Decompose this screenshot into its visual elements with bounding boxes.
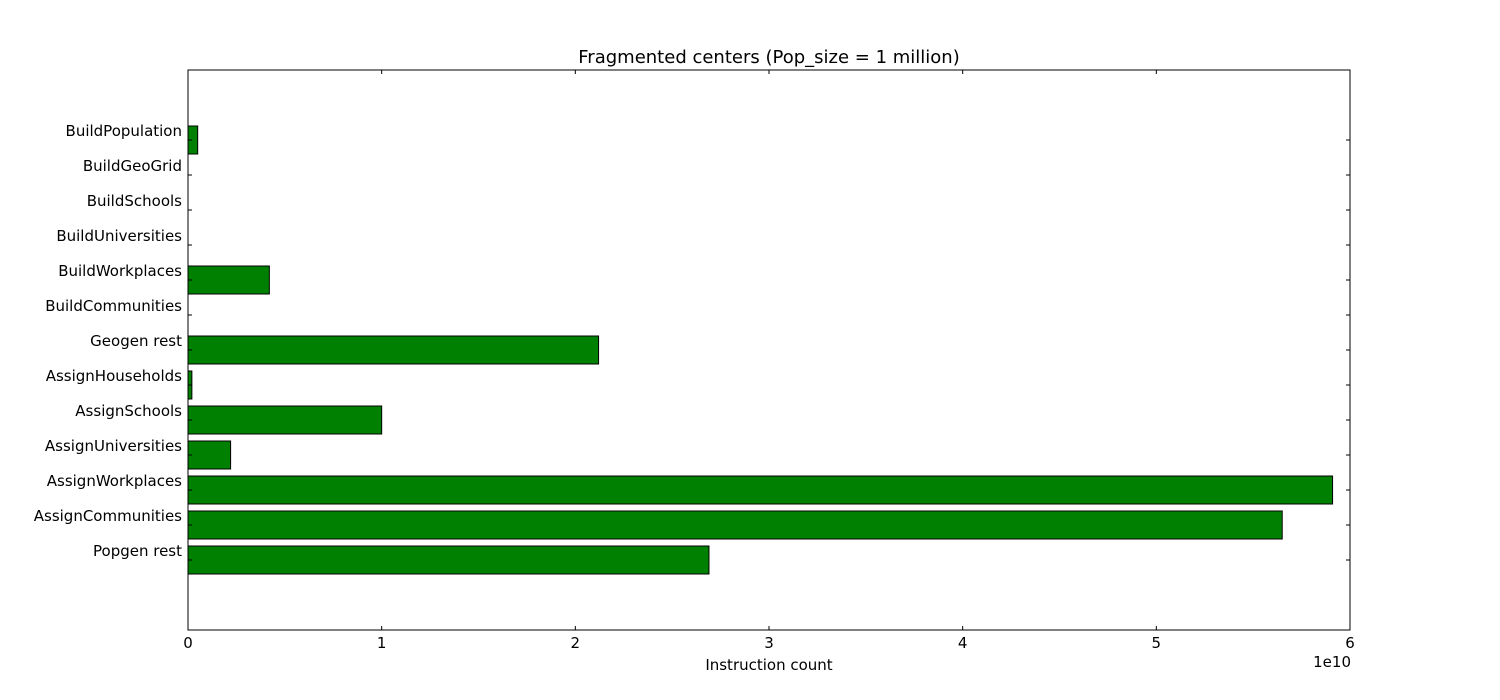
bars-layer: [187, 125, 1334, 575]
y-tick-label: AssignCommunities: [34, 507, 182, 525]
bar-popgen-rest: [187, 545, 710, 575]
bar-assignschools: [187, 405, 383, 435]
y-tick-label: AssignSchools: [75, 402, 182, 420]
y-tick-label: BuildCommunities: [45, 297, 182, 315]
y-tick-label: BuildWorkplaces: [58, 262, 182, 280]
y-tick-label: AssignHouseholds: [46, 367, 182, 385]
bar-assignworkplaces: [187, 475, 1334, 505]
ticks-layer: BuildPopulation BuildGeoGrid BuildSchools B…: [34, 70, 1355, 652]
bar-geogen-rest: [187, 335, 600, 365]
x-tick-label: 4: [958, 634, 968, 652]
y-tick-label: AssignWorkplaces: [47, 472, 182, 490]
x-tick-label: 3: [764, 634, 774, 652]
plot-frame: [187, 69, 1351, 631]
x-tick-label: 2: [571, 634, 581, 652]
y-tick-label: Popgen rest: [93, 542, 182, 560]
bar-assigncommunities: [187, 510, 1283, 540]
x-tick-label: 0: [183, 634, 193, 652]
x-scale-label: 1e10: [1313, 653, 1351, 671]
y-tick-label: BuildUniversities: [56, 227, 182, 245]
x-tick-label: 5: [1152, 634, 1162, 652]
y-tick-label: BuildGeoGrid: [83, 157, 182, 175]
chart-title: Fragmented centers (Pop_size = 1 million…: [578, 47, 959, 68]
bar-buildworkplaces: [187, 265, 270, 295]
x-tick-label: 6: [1345, 634, 1355, 652]
y-tick-label: BuildPopulation: [66, 122, 182, 140]
y-tick-label: Geogen rest: [90, 332, 182, 350]
bar-assignuniversities: [187, 440, 232, 470]
x-tick-label: 1: [377, 634, 387, 652]
x-axis-label: Instruction count: [705, 656, 832, 674]
y-tick-label: AssignUniversities: [45, 437, 182, 455]
y-tick-label: BuildSchools: [87, 192, 182, 210]
